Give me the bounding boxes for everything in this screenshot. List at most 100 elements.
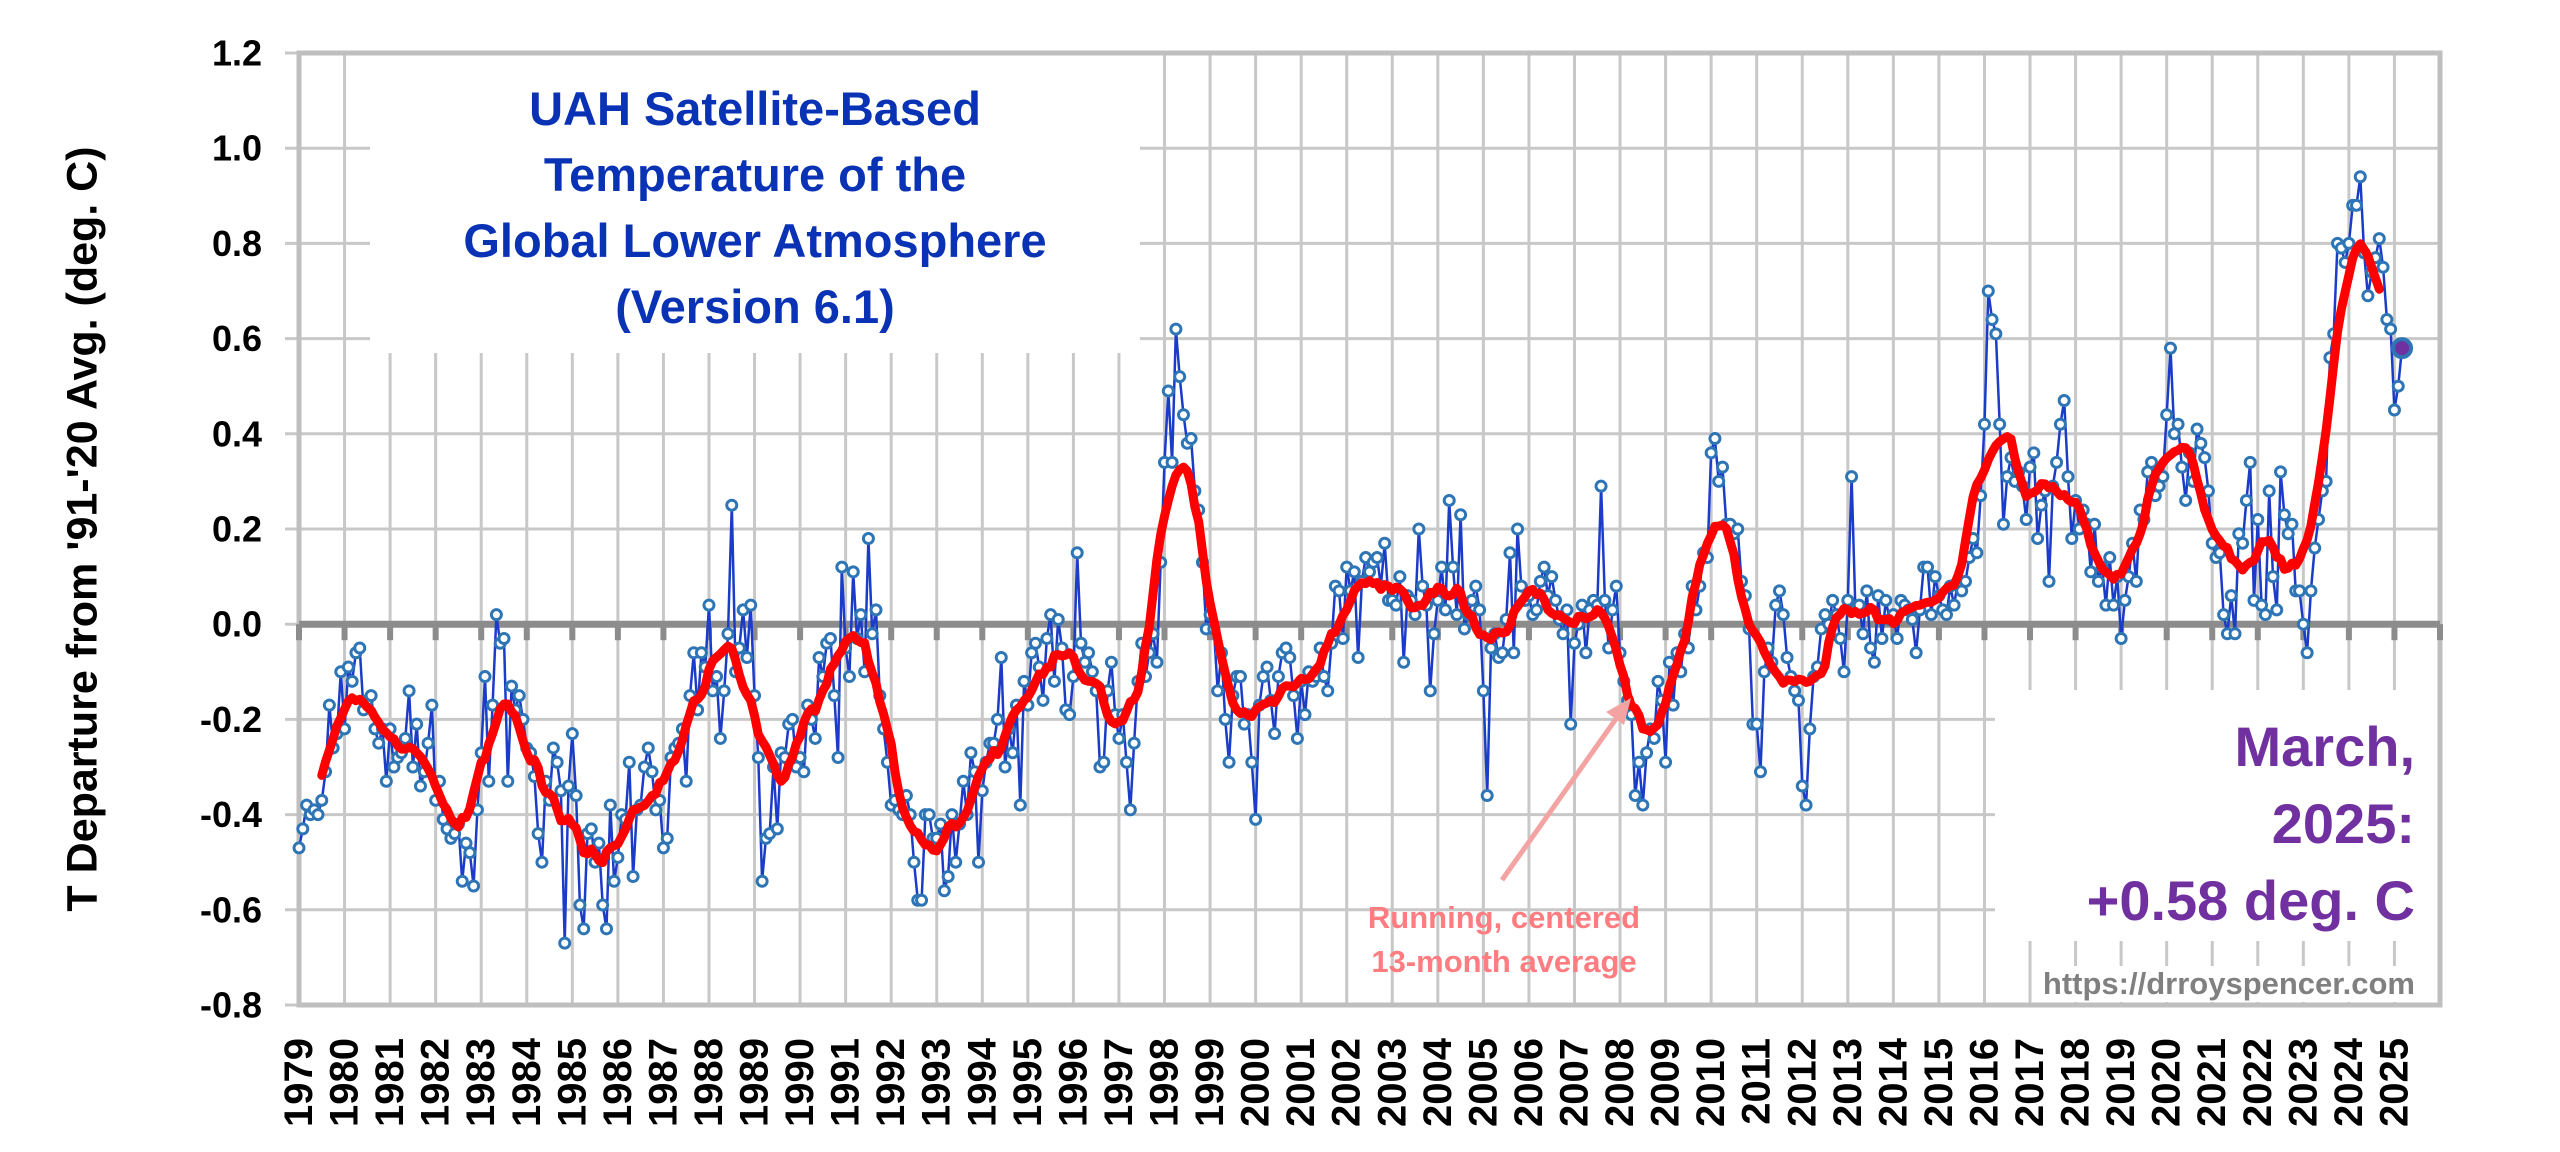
data-point (1397, 655, 1411, 669)
data-point (364, 689, 378, 703)
data-point (1947, 598, 1961, 612)
data-point (1351, 651, 1365, 665)
data-point (1598, 593, 1612, 607)
data-point (573, 898, 587, 912)
data-point (2107, 598, 2121, 612)
data-point (1233, 670, 1247, 684)
data-point (1530, 603, 1544, 617)
data-point (1036, 693, 1050, 707)
x-tick-label: 2003 (1370, 1038, 1414, 1127)
data-point (1628, 789, 1642, 803)
data-point (1549, 593, 1563, 607)
data-point (2228, 627, 2242, 641)
data-point (1260, 660, 1274, 674)
data-point (421, 736, 435, 750)
data-point (831, 750, 845, 764)
data-point (710, 670, 724, 684)
data-point (1249, 812, 1263, 826)
data-point (1875, 631, 1889, 645)
x-tick-label: 2016 (1962, 1038, 2006, 1127)
data-point (949, 855, 963, 869)
data-point (2031, 532, 2045, 546)
data-point (535, 855, 549, 869)
data-point (2361, 289, 2375, 303)
data-point (1632, 755, 1646, 769)
data-point (2144, 455, 2158, 469)
data-point (1097, 755, 1111, 769)
x-tick-label: 1987 (641, 1038, 685, 1127)
data-point (1924, 608, 1938, 622)
data-point (1833, 631, 1847, 645)
x-tick-label: 2009 (1644, 1038, 1688, 1127)
title-line: (Version 6.1) (615, 280, 895, 333)
data-point (463, 846, 477, 860)
data-point (311, 808, 325, 822)
data-point (467, 879, 481, 893)
data-point (2236, 536, 2250, 550)
data-point (1469, 579, 1483, 593)
data-point (1640, 746, 1654, 760)
y-tick-label: 0.2 (212, 509, 262, 550)
data-point (1860, 584, 1874, 598)
data-point (531, 827, 545, 841)
x-tick-label: 1993 (915, 1038, 959, 1127)
data-point (622, 755, 636, 769)
x-tick-label: 1990 (778, 1038, 822, 1127)
data-point (1507, 646, 1521, 660)
data-point (1271, 670, 1285, 684)
data-point (1545, 570, 1559, 584)
data-point (1013, 798, 1027, 812)
data-point (751, 750, 765, 764)
data-point (1184, 432, 1198, 446)
data-point (1378, 536, 1392, 550)
data-point (599, 922, 613, 936)
x-tick-label: 2007 (1552, 1038, 1596, 1127)
data-point (1476, 684, 1490, 698)
data-point (2217, 608, 2231, 622)
data-point (1514, 579, 1528, 593)
data-point (1473, 603, 1487, 617)
data-point (611, 850, 625, 864)
data-point (770, 822, 784, 836)
data-point (2243, 455, 2257, 469)
data-point (1028, 636, 1042, 650)
data-point (2023, 460, 2037, 474)
data-point (1731, 522, 1745, 536)
data-point (425, 698, 439, 712)
data-point (842, 670, 856, 684)
data-point (1268, 727, 1282, 741)
y-tick-label: 0.8 (212, 223, 262, 264)
data-point (1905, 612, 1919, 626)
data-point (512, 689, 526, 703)
data-point (998, 760, 1012, 774)
data-point (1283, 651, 1297, 665)
data-point (565, 727, 579, 741)
data-point (1017, 674, 1031, 688)
data-point (1567, 636, 1581, 650)
x-tick-label: 1981 (368, 1038, 412, 1127)
x-tick-label: 2023 (2281, 1038, 2325, 1127)
data-point (2103, 551, 2117, 565)
data-point (1837, 665, 1851, 679)
data-point (2190, 422, 2204, 436)
data-point (1412, 522, 1426, 536)
data-point (596, 898, 610, 912)
data-point (1465, 593, 1479, 607)
data-point (1347, 565, 1361, 579)
data-point (2304, 584, 2318, 598)
data-point (1856, 627, 1870, 641)
data-point (1435, 560, 1449, 574)
data-point (2376, 260, 2390, 274)
data-point (1985, 313, 1999, 327)
data-point (1772, 584, 1786, 598)
data-point (1977, 417, 1991, 431)
annotation-line: 13-month average (1371, 944, 1637, 979)
data-point (645, 765, 659, 779)
y-tick-label: 0.0 (212, 604, 262, 645)
data-point (1826, 593, 1840, 607)
data-point (717, 684, 731, 698)
data-point (1112, 731, 1126, 745)
data-point (550, 755, 564, 769)
data-point (972, 855, 986, 869)
data-point (1795, 779, 1809, 793)
